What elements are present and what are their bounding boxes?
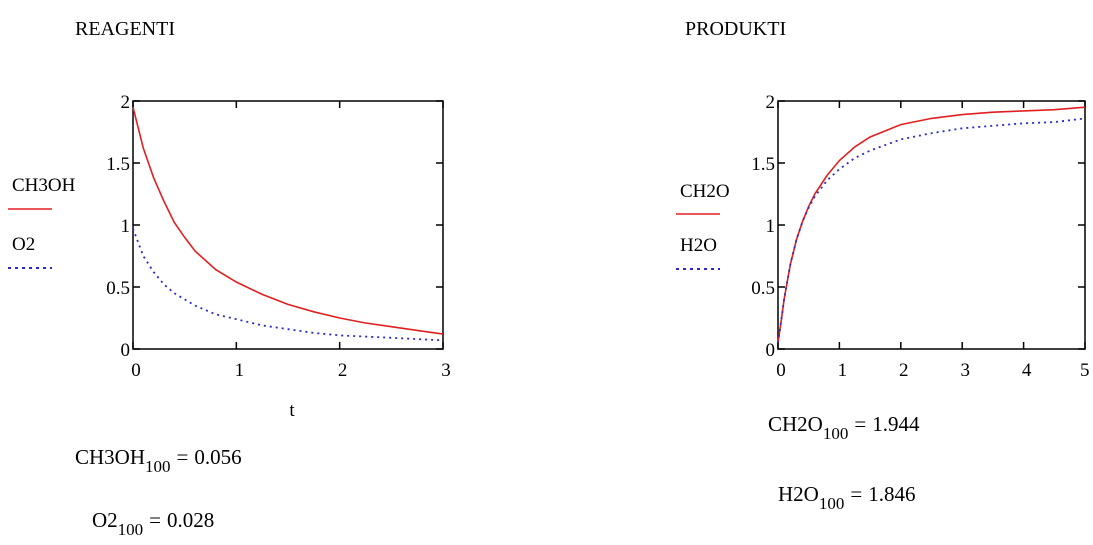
legend-label-h2o: H2O [680,235,717,256]
y-tick-label: 2 [766,92,776,113]
result-ch3oh: CH3OH100 = 0.056 [75,445,242,477]
y-tick-label: 0 [766,340,776,361]
legend-label-o2: O2 [12,234,35,255]
x-axis-label: t [289,400,295,421]
y-tick-label: 0.5 [751,278,775,299]
result-value: 1.846 [868,482,916,506]
result-equals: = [850,482,863,506]
reagenti-chart: 0 0.5 1 1.5 2 0 1 2 3 t CH3OH O2 [8,92,451,421]
result-name: CH3OH [75,445,146,469]
result-subscript: 100 [145,456,171,476]
x-tick-label: 4 [1022,360,1032,381]
y-tick-label: 0 [121,340,131,361]
result-subscript: 100 [818,493,845,513]
x-tick-label: 0 [776,360,786,381]
x-tick-label: 2 [899,360,909,381]
y-tick-label: 2 [121,92,131,113]
legend-label-ch3oh: CH3OH [12,175,76,196]
plot-frame [132,100,444,350]
result-equals: = [854,412,867,436]
result-equals: = [149,508,162,532]
x-tick-label: 1 [838,360,848,381]
x-tick-label: 3 [960,360,970,381]
result-value: 1.944 [872,412,920,436]
y-tick-label: 1 [766,216,776,237]
x-tick-label: 3 [441,360,451,381]
y-tick-label: 1 [121,216,131,237]
legend-label-ch2o: CH2O [680,181,730,202]
reagenti-heading: REAGENTI [75,18,175,40]
y-tick-label: 0.5 [106,278,130,299]
plot-frame [777,100,1086,350]
series-line-h2o [777,117,1086,343]
series-line-ch2o [777,106,1086,343]
result-value: 0.056 [194,445,242,469]
result-name: H2O [778,482,819,506]
x-tick-label: 1 [235,360,245,381]
x-tick-label: 0 [131,360,141,381]
result-h2o: H2O100 = 1.846 [778,482,915,514]
result-ch2o: CH2O100 = 1.944 [768,412,919,444]
result-name: O2 [92,508,118,532]
series-line-ch3oh [132,107,444,335]
x-tick-label: 2 [338,360,348,381]
result-o2: O2100 = 0.028 [92,508,214,540]
y-tick-label: 1.5 [106,154,130,175]
result-subscript: 100 [822,423,849,443]
produkti-chart: 0 0.5 1 1.5 2 0 1 2 3 4 5 CH2O H2O [676,92,1090,381]
result-equals: = [176,445,189,469]
result-name: CH2O [768,412,823,436]
series-line-o2 [132,228,444,342]
result-value: 0.028 [167,508,215,532]
result-subscript: 100 [117,519,144,539]
y-tick-label: 1.5 [751,154,775,175]
x-tick-label: 5 [1080,360,1090,381]
produkti-heading: PRODUKTI [685,18,787,40]
